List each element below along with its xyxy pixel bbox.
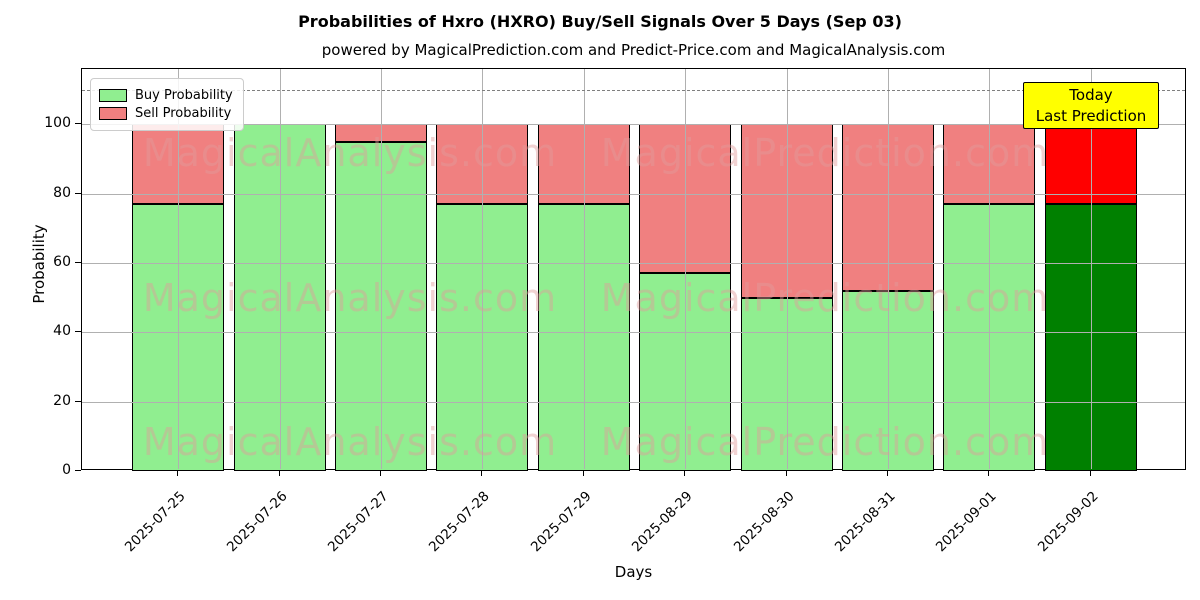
gridline-y-40 — [82, 332, 1185, 334]
legend-label-buy: Buy Probability — [135, 88, 233, 103]
x-tick-mark-0 — [177, 470, 179, 476]
gridline-x-8 — [989, 69, 991, 469]
x-tick-label-5: 2025-08-29 — [629, 488, 696, 556]
legend-swatch-sell — [99, 107, 127, 120]
y-tick-mark-40 — [75, 331, 81, 333]
gridline-y-100 — [82, 124, 1185, 126]
gridline-y-80 — [82, 193, 1185, 195]
watermark-analysis: MagicalAnalysis.com — [142, 276, 558, 320]
x-tick-label-9: 2025-09-02 — [1034, 488, 1102, 556]
gridline-x-2 — [381, 69, 383, 469]
gridline-x-6 — [786, 69, 788, 469]
dashed-threshold-line — [82, 89, 1185, 91]
x-tick-label-8: 2025-09-01 — [933, 488, 1000, 556]
legend: Buy Probability Sell Probability — [90, 78, 244, 131]
y-tick-label-0: 0 — [62, 462, 71, 478]
x-tick-mark-7 — [886, 470, 888, 476]
y-tick-label-60: 60 — [53, 254, 71, 271]
chart-title: Probabilities of Hxro (HXRO) Buy/Sell Si… — [298, 12, 902, 31]
gridline-x-9 — [1090, 69, 1092, 469]
x-tick-mark-1 — [278, 470, 280, 476]
watermark-prediction: MagicalPrediction.com — [600, 131, 1050, 175]
today-annotation: Today Last Prediction — [1023, 82, 1159, 129]
x-axis-label: Days — [614, 563, 653, 581]
x-tick-label-6: 2025-08-30 — [730, 488, 798, 556]
plot-area: MagicalAnalysis.com MagicalPrediction.com… — [81, 68, 1186, 471]
y-tick-label-40: 40 — [53, 323, 71, 340]
y-tick-label-20: 20 — [53, 392, 71, 409]
x-tick-mark-8 — [988, 470, 990, 476]
x-tick-label-3: 2025-07-28 — [426, 488, 494, 556]
x-tick-mark-6 — [785, 470, 787, 476]
gridline-y-20 — [82, 401, 1185, 403]
x-tick-mark-9 — [1089, 470, 1091, 476]
today-annotation-line2: Last Prediction — [1035, 106, 1147, 125]
x-tick-label-0: 2025-07-25 — [122, 488, 189, 556]
gridline-y-60 — [82, 263, 1185, 265]
legend-item-buy: Buy Probability — [99, 88, 233, 103]
today-annotation-line1: Today — [1069, 85, 1113, 104]
legend-label-sell: Sell Probability — [135, 106, 232, 121]
y-tick-mark-20 — [75, 400, 81, 402]
x-tick-label-4: 2025-07-29 — [527, 488, 595, 556]
x-tick-mark-4 — [582, 470, 584, 476]
gridline-x-1 — [279, 69, 281, 469]
legend-swatch-buy — [99, 89, 127, 102]
x-tick-mark-5 — [684, 470, 686, 476]
gridline-x-4 — [583, 69, 585, 469]
gridline-x-0 — [178, 69, 180, 469]
watermark-analysis: MagicalAnalysis.com — [142, 420, 558, 464]
y-tick-mark-100 — [75, 123, 81, 125]
gridline-x-7 — [887, 69, 889, 469]
legend-item-sell: Sell Probability — [99, 106, 233, 121]
watermark-analysis: MagicalAnalysis.com — [142, 131, 558, 175]
y-tick-mark-80 — [75, 192, 81, 194]
gridline-x-3 — [482, 69, 484, 469]
x-tick-label-7: 2025-08-31 — [831, 488, 899, 556]
y-tick-label-100: 100 — [44, 115, 71, 132]
x-tick-mark-2 — [380, 470, 382, 476]
x-tick-mark-3 — [481, 470, 483, 476]
x-tick-label-2: 2025-07-27 — [324, 488, 392, 556]
y-tick-mark-0 — [75, 470, 81, 471]
y-tick-label-80: 80 — [53, 184, 71, 201]
gridline-x-5 — [685, 69, 687, 469]
watermark-prediction: MagicalPrediction.com — [600, 420, 1050, 464]
chart-subtitle: powered by MagicalPrediction.com and Pre… — [321, 41, 946, 59]
x-tick-label-1: 2025-07-26 — [223, 488, 291, 556]
y-tick-mark-60 — [75, 262, 81, 264]
watermark-prediction: MagicalPrediction.com — [600, 276, 1050, 320]
